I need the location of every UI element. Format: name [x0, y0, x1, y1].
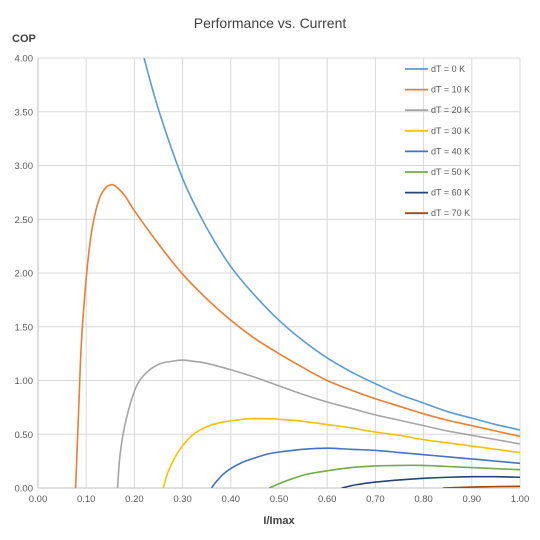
y-tick-label: 0.00: [15, 484, 34, 495]
y-tick-labels: 0.00 0.50 1.00 1.50 2.00 2.50 3.00 3.50 4.00: [15, 54, 34, 495]
x-tick-label: 0.70: [366, 494, 385, 505]
series-line-dt-10-k: [74, 183, 520, 488]
legend-item-dt-70-k: dT = 70 K: [405, 208, 470, 218]
series-line-dt-0-k: [143, 58, 520, 431]
x-tick-label: 0.30: [173, 494, 192, 505]
y-tick-label: 4.00: [15, 54, 34, 65]
legend-label: dT = 60 K: [431, 188, 470, 198]
x-tick-label: 0.40: [222, 494, 241, 505]
x-axis-title: I/Imax: [263, 515, 295, 527]
legend-item-dt-0-k: dT = 0 K: [405, 64, 465, 74]
grid-lines: [37, 57, 521, 489]
legend-label: dT = 50 K: [431, 167, 470, 177]
series-line-dt-20-k: [116, 359, 520, 488]
y-axis-title: COP: [12, 33, 36, 45]
x-tick-label: 0.60: [318, 494, 337, 505]
x-tick-label: 0.90: [463, 494, 482, 505]
y-tick-label: 3.50: [15, 107, 34, 118]
x-tick-label: 0.00: [29, 494, 48, 505]
legend-label: dT = 10 K: [431, 85, 470, 95]
legend-item-dt-20-k: dT = 20 K: [405, 105, 470, 115]
legend: dT = 0 K dT = 10 K dT = 20 K dT = 30 K dT = …: [405, 64, 470, 218]
y-tick-label: 1.00: [15, 376, 34, 387]
legend-item-dt-40-k: dT = 40 K: [405, 146, 470, 156]
series-line-dt-70-k: [442, 485, 520, 488]
x-tick-label: 0.20: [125, 494, 144, 505]
legend-item-dt-30-k: dT = 30 K: [405, 126, 470, 136]
legend-label: dT = 20 K: [431, 105, 470, 115]
legend-label: dT = 30 K: [431, 126, 470, 136]
y-tick-label: 2.50: [15, 215, 34, 226]
x-tick-label: 0.50: [270, 494, 289, 505]
legend-label: dT = 40 K: [431, 146, 470, 156]
x-tick-label: 0.10: [77, 494, 96, 505]
y-tick-label: 3.00: [15, 161, 34, 172]
y-tick-label: 1.50: [15, 322, 34, 333]
x-tick-label: 1.00: [511, 494, 530, 505]
legend-item-dt-60-k: dT = 60 K: [405, 188, 470, 198]
y-tick-label: 0.50: [15, 430, 34, 441]
chart-title: Performance vs. Current: [194, 15, 347, 31]
legend-item-dt-10-k: dT = 10 K: [405, 85, 470, 95]
y-tick-label: 2.00: [15, 269, 34, 280]
x-tick-label: 0.80: [414, 494, 433, 505]
legend-label: dT = 0 K: [431, 64, 465, 74]
legend-label: dT = 70 K: [431, 208, 470, 218]
legend-item-dt-50-k: dT = 50 K: [405, 167, 470, 177]
series-line-dt-40-k: [210, 447, 520, 488]
plot-area: [74, 58, 520, 488]
series-line-dt-30-k: [162, 417, 520, 488]
x-tick-labels: 0.00 0.10 0.20 0.30 0.40 0.50 0.60 0.70 0.80 0.90…: [29, 494, 530, 505]
series-line-dt-60-k: [341, 475, 520, 488]
series-line-dt-50-k: [269, 464, 520, 488]
